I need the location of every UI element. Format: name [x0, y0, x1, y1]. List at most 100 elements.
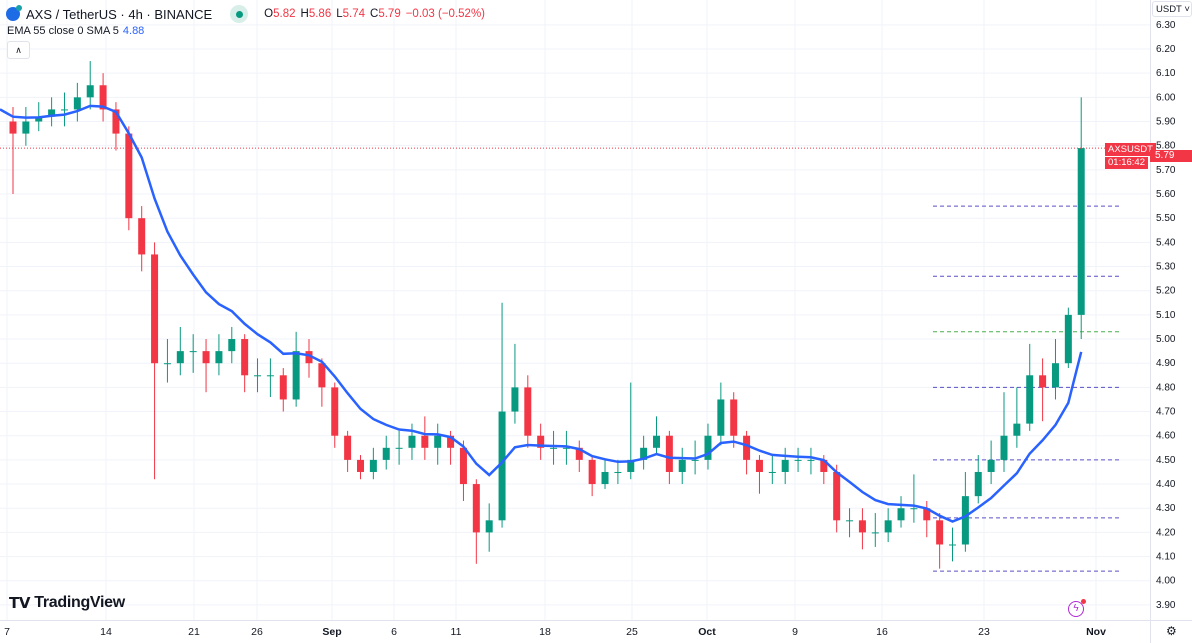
candle — [421, 416, 429, 460]
candle — [434, 423, 442, 465]
candle-body — [331, 387, 339, 436]
candle-body — [755, 459, 763, 472]
candle-body — [717, 399, 725, 436]
candle-body — [884, 520, 892, 533]
candle-body — [987, 459, 995, 472]
tradingview-logo-icon: 𝗧𝗩 — [9, 595, 31, 612]
price-change: −0.03 (−0.52%) — [405, 8, 485, 20]
candle-body — [678, 459, 686, 472]
candle — [961, 471, 969, 552]
candles — [9, 61, 1085, 569]
candle-body — [936, 520, 944, 545]
candle — [627, 382, 635, 480]
candle-body — [48, 109, 56, 117]
candle — [292, 331, 300, 407]
price-tick-label: 5.10 — [1156, 310, 1176, 321]
time-tick-label: 14 — [100, 626, 112, 638]
indicator-value: 4.88 — [122, 25, 145, 37]
candle — [266, 358, 274, 398]
candle-body — [550, 447, 558, 449]
candle-body — [614, 471, 622, 473]
currency-select[interactable]: USDT ˅ — [1152, 1, 1192, 17]
price-tick-label: 5.60 — [1156, 189, 1176, 200]
chevron-down-icon: ˅ — [1184, 4, 1190, 15]
candle — [1039, 358, 1047, 422]
candle — [575, 440, 583, 472]
candle-body — [22, 121, 30, 134]
candle — [653, 416, 660, 456]
candle-body — [99, 85, 107, 110]
time-tick-label: 16 — [876, 626, 888, 638]
price-tick-label: 5.50 — [1156, 213, 1176, 224]
candle-body — [215, 351, 223, 364]
candle-body — [163, 363, 171, 365]
candle-body — [1000, 435, 1008, 460]
candle-body — [897, 508, 905, 521]
candle-body — [318, 363, 326, 388]
candle-body — [434, 435, 442, 448]
candle-body — [35, 116, 43, 122]
lightning-icon[interactable]: ϟ — [1068, 599, 1086, 617]
candle — [86, 61, 94, 110]
candle-body — [627, 459, 635, 472]
candle — [923, 500, 931, 538]
candle — [884, 508, 892, 543]
candle-body — [356, 459, 364, 472]
candle-body — [1026, 375, 1034, 424]
last-price-label: 5.79 — [1150, 150, 1192, 162]
candle — [163, 339, 171, 383]
grid-lines — [0, 0, 1150, 620]
price-axis[interactable]: 6.30 6.20 6.10 6.00 5.90 5.80 5.70 5.60 5.50 5.40… — [1156, 20, 1176, 611]
time-axis[interactable]: 7 14 21 26 Sep 6 11 18 25 Oct 9 16 23 Nov — [4, 626, 1106, 638]
indicator-legend[interactable]: EMA 55 close 0 SMA 5 4.88 — [7, 25, 145, 37]
candle — [369, 447, 377, 480]
candle-body — [459, 447, 467, 485]
candle — [1077, 97, 1085, 340]
candle-body — [743, 435, 751, 460]
candle — [215, 334, 223, 376]
chart-legend: AXS / TetherUS · 4h · BINANCE O5.82 H5.8… — [6, 5, 485, 23]
price-tick-label: 5.80 — [1156, 141, 1176, 152]
candle — [99, 73, 107, 122]
candle — [640, 435, 648, 470]
candle-body — [176, 351, 184, 364]
price-tick-label: 6.10 — [1156, 68, 1176, 79]
candle — [871, 513, 879, 547]
candle — [524, 375, 532, 448]
ema-line — [0, 104, 1083, 523]
candle — [22, 107, 30, 146]
candle-body — [807, 459, 815, 461]
time-tick-label: Oct — [698, 626, 716, 638]
ohlc-values: O5.82 H5.86 L5.74 C5.79 −0.03 (−0.52%) — [264, 8, 485, 20]
candle — [9, 107, 17, 195]
candle-body — [949, 544, 957, 546]
horizontal-levels — [933, 205, 1120, 572]
candle-body — [254, 375, 262, 377]
candle — [949, 527, 957, 562]
candle-body — [923, 508, 931, 521]
candle-body — [653, 435, 660, 448]
candle-body — [86, 85, 94, 98]
symbol-price-tag: AXSUSDT — [1105, 143, 1156, 156]
symbol-title[interactable]: AXS / TetherUS · 4h · BINANCE — [26, 6, 213, 22]
candle — [344, 430, 352, 472]
price-tick-label: 4.40 — [1156, 479, 1176, 490]
candle-body — [640, 447, 648, 460]
price-tick-label: 4.20 — [1156, 527, 1176, 538]
time-tick-label: Sep — [322, 626, 341, 638]
candle-body — [910, 508, 918, 510]
price-tick-label: 6.00 — [1156, 92, 1176, 103]
collapse-legend-button[interactable]: ∧ — [7, 41, 30, 59]
settings-icon[interactable]: ⚙ — [1166, 624, 1177, 638]
candle-body — [138, 218, 146, 255]
candle — [588, 455, 596, 497]
candle — [241, 334, 249, 393]
candle — [395, 430, 403, 465]
candle-body — [871, 532, 879, 534]
price-tick-label: 4.60 — [1156, 431, 1176, 442]
tradingview-logo[interactable]: 𝗧𝗩 TradingView — [9, 594, 125, 612]
candle — [138, 206, 146, 272]
time-tick-label: 18 — [539, 626, 551, 638]
price-tick-label: 4.30 — [1156, 503, 1176, 514]
